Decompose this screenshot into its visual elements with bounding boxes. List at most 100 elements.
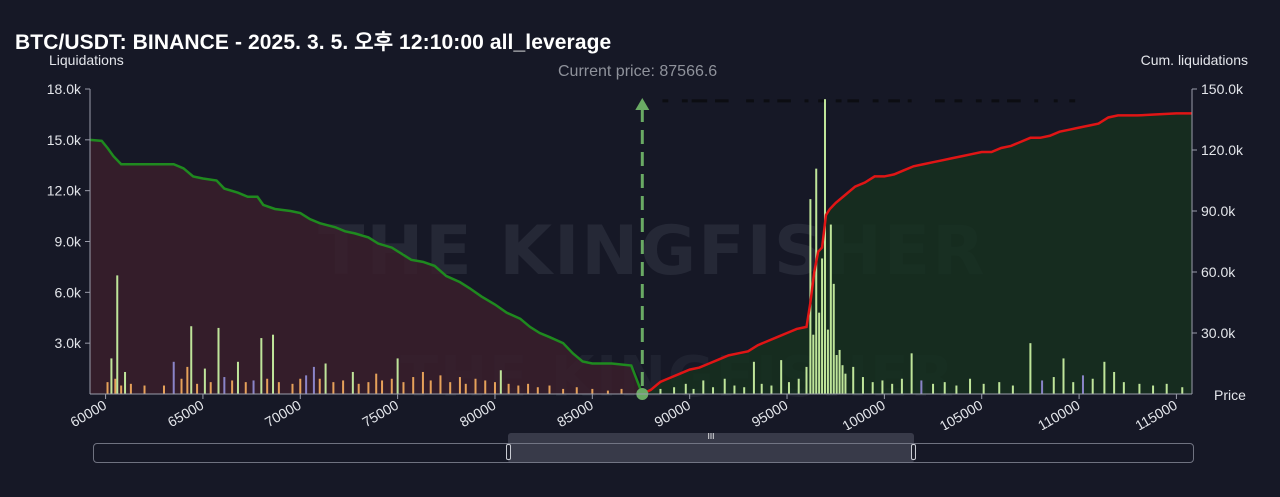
x-tick-label: 100000: [839, 397, 888, 430]
long-cumulative-area: [642, 113, 1192, 395]
liquidation-bar: [499, 370, 502, 394]
y-tick-label-left: 12.0k: [47, 183, 82, 199]
liquidation-bar: [910, 353, 913, 394]
liquidation-bar: [260, 338, 263, 394]
x-tick-label: 60000: [67, 397, 109, 430]
liquidation-bar: [449, 382, 452, 394]
range-slider-grip[interactable]: III: [707, 432, 715, 441]
liquidation-bar: [969, 378, 972, 394]
liquidation-bar: [826, 329, 829, 394]
liquidation-bar: [881, 380, 884, 394]
liquidation-bar: [396, 358, 399, 394]
liquidation-bar: [367, 382, 370, 394]
liquidation-bar: [196, 383, 199, 394]
liquidation-bar: [712, 387, 715, 394]
liquidation-bar: [1081, 375, 1084, 394]
liquidation-bar: [209, 382, 212, 394]
liquidation-bar: [1122, 382, 1125, 394]
liquidation-bar: [818, 312, 821, 394]
liquidation-bar: [458, 377, 461, 394]
x-axis-label: Price: [1214, 387, 1246, 403]
liquidation-bar: [493, 382, 496, 394]
range-slider-left-handle[interactable]: [506, 444, 511, 460]
liquidation-bar: [575, 387, 578, 394]
liquidation-bar: [381, 380, 384, 394]
liquidation-bar: [733, 385, 736, 394]
liquidation-bar: [1165, 383, 1168, 394]
liquidation-bar: [474, 378, 477, 394]
liquidation-bar: [223, 377, 226, 394]
liquidation-bar: [841, 365, 844, 394]
liquidation-bar: [390, 378, 393, 394]
liquidation-bar: [342, 380, 345, 394]
liquidation-bar: [464, 383, 467, 394]
liquidation-bar: [829, 224, 832, 394]
y-tick-label-left: 3.0k: [55, 335, 82, 351]
y-tick-label-right: 30.0k: [1201, 325, 1236, 341]
liquidation-bar: [1041, 380, 1044, 394]
liquidation-bar: [186, 366, 189, 394]
liquidation-bar: [548, 385, 551, 394]
liquidation-bar: [871, 382, 874, 394]
liquidation-bar: [129, 383, 132, 394]
liquidation-bar: [1052, 377, 1055, 394]
y-axis-label-left: Liquidations: [49, 52, 124, 68]
liquidation-bar: [252, 380, 255, 394]
liquidation-bar: [217, 327, 220, 394]
liquidation-bar: [536, 387, 539, 394]
liquidation-bar: [1138, 383, 1141, 394]
liquidation-bar: [312, 366, 315, 394]
short-cumulative-line: [89, 138, 644, 395]
liquidation-bar: [351, 371, 354, 394]
x-tick-label: 80000: [457, 397, 499, 430]
liquidation-bar: [955, 385, 958, 394]
liquidation-bar: [484, 380, 487, 394]
range-slider-window[interactable]: [508, 433, 914, 463]
liquidation-bar: [231, 380, 234, 394]
liquidation-bar: [357, 383, 360, 394]
liquidation-bar: [375, 373, 378, 394]
liquidation-bar: [1011, 385, 1014, 394]
liquidation-bar: [1152, 385, 1155, 394]
range-slider-track[interactable]: [93, 443, 1194, 463]
liquidation-bar: [861, 377, 864, 394]
y-tick-label-right: 120.0k: [1201, 142, 1244, 158]
liquidation-bar: [236, 361, 239, 394]
liquidation-bar: [821, 258, 824, 394]
liquidation-bar: [143, 385, 146, 394]
liquidation-chart[interactable]: 3.0k 6.0k 9.0k 12.0k 15.0k 18.0k 30.0k 60.0k 90.…: [0, 0, 1280, 430]
liquidation-bar: [1091, 378, 1094, 394]
x-tick-label: 110000: [1035, 397, 1083, 430]
liquidation-bar: [1181, 387, 1184, 394]
liquidation-bar: [162, 385, 165, 394]
liquidation-bar: [244, 382, 247, 394]
liquidation-bar: [620, 388, 623, 394]
liquidation-bar: [203, 368, 206, 394]
short-cumulative-area: [90, 139, 643, 394]
y-tick-label-right: 60.0k: [1201, 264, 1236, 280]
liquidation-bar: [1029, 343, 1032, 394]
y-tick-label-left: 18.0k: [47, 81, 82, 97]
liquidation-bar: [805, 366, 808, 394]
x-tick-label: 105000: [937, 397, 986, 430]
liquidation-bar: [272, 334, 275, 394]
liquidation-bar: [752, 361, 755, 394]
y-tick-label-left: 15.0k: [47, 132, 82, 148]
range-slider-right-handle[interactable]: [911, 444, 916, 460]
liquidation-bar: [943, 382, 946, 394]
liquidation-bar: [266, 378, 269, 394]
liquidation-bar: [743, 387, 746, 394]
liquidation-bar: [429, 380, 432, 394]
liquidation-bar: [116, 275, 119, 394]
liquidation-bar: [673, 387, 676, 394]
liquidation-bar: [920, 380, 923, 394]
liquidation-bar: [787, 382, 790, 394]
liquidation-bar: [124, 371, 127, 394]
liquidation-bar: [120, 385, 123, 394]
liquidation-bar: [180, 378, 183, 394]
liquidation-bar: [832, 283, 835, 394]
liquidation-bar: [844, 373, 847, 394]
liquidation-bar: [723, 378, 726, 394]
liquidation-bar: [332, 382, 335, 394]
liquidation-bar: [507, 383, 510, 394]
